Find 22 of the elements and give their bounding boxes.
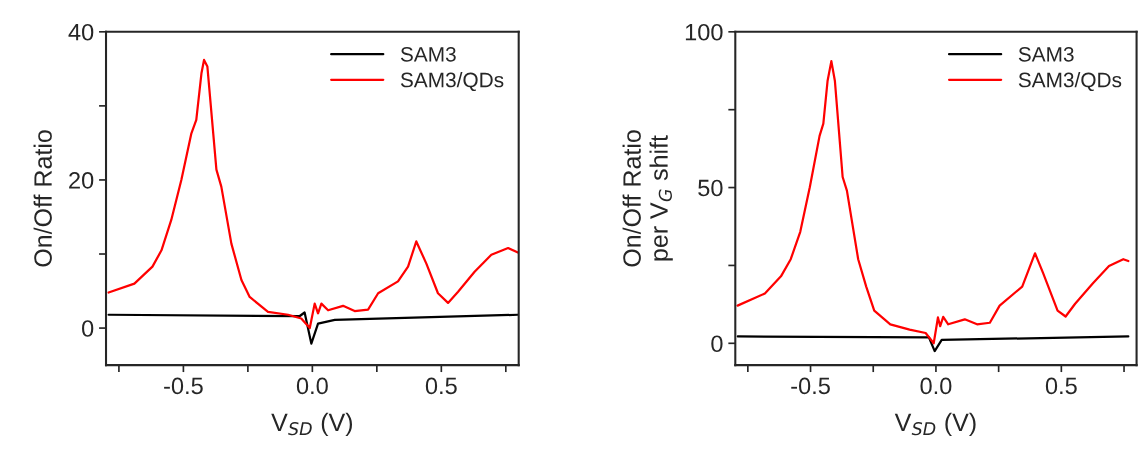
line-series <box>107 311 519 345</box>
y-tick-label: 40 <box>68 23 94 41</box>
x-tick-label: 0.0 <box>296 377 328 395</box>
x-tick-label: -0.5 <box>791 377 830 395</box>
legend-label: SAM3 <box>1018 46 1074 62</box>
x-axis-title: V$_{SD}$ (V) <box>894 412 976 437</box>
legend-label: SAM3/QDs <box>1018 72 1122 92</box>
y-tick-label: 0 <box>82 320 94 337</box>
y-tick-label: 20 <box>69 172 94 189</box>
y-axis-title: On/Off Ratio per V$_{G}$ shift <box>622 130 673 267</box>
x-tick-label: 0.5 <box>1045 377 1077 395</box>
x-tick-label: -0.5 <box>164 377 203 395</box>
x-tick-label: 0.5 <box>425 377 457 395</box>
y-tick-label: 50 <box>698 179 723 197</box>
y-axis-title: On/Off Ratio <box>33 130 52 267</box>
legend-label: SAM3 <box>400 46 456 62</box>
y-tick-label: 100 <box>685 23 723 41</box>
legend-label: SAM3/QDs <box>400 72 504 92</box>
x-axis-title: V$_{SD}$ (V) <box>271 412 353 437</box>
line-series <box>736 335 1130 353</box>
y-tick-label: 0 <box>711 335 723 353</box>
x-tick-label: 0.0 <box>920 377 952 395</box>
